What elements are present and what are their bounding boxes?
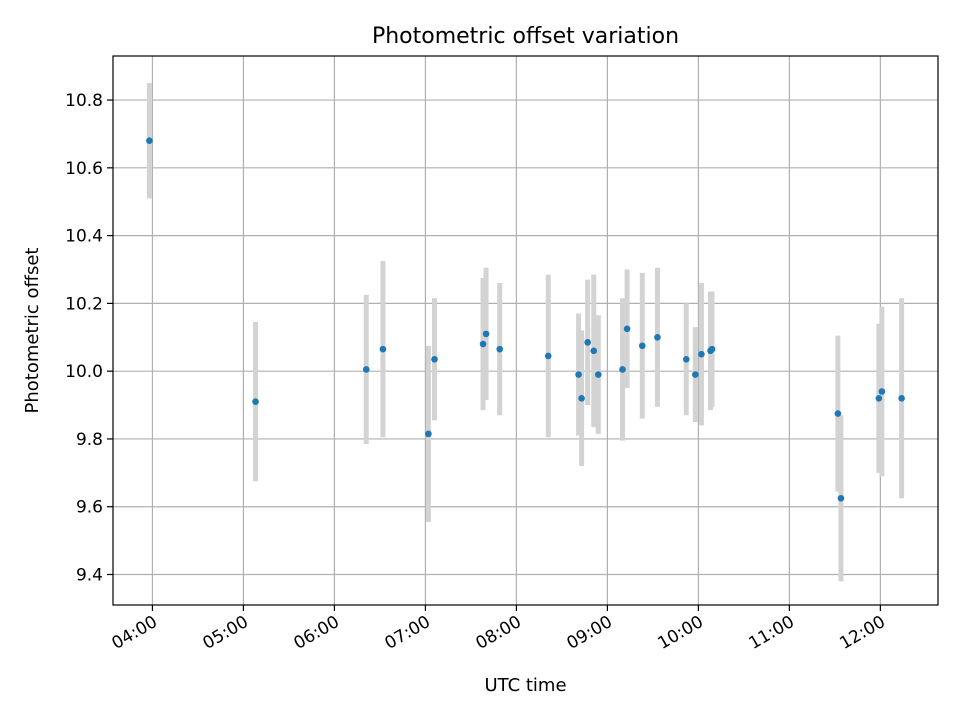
- data-point: [575, 371, 582, 378]
- data-point: [252, 398, 259, 405]
- data-point: [898, 394, 905, 402]
- data-point: [496, 345, 504, 353]
- y-tick-label: 10.0: [65, 362, 103, 382]
- x-axis-label: UTC time: [484, 675, 566, 696]
- data-point: [594, 371, 602, 378]
- data-point: [482, 330, 490, 338]
- data-point: [875, 394, 883, 402]
- x-tick-label: 04:00: [108, 612, 160, 654]
- data-point: [379, 345, 387, 353]
- x-tick-label: 09:00: [563, 612, 615, 654]
- y-tick-label: 10.2: [65, 294, 103, 314]
- y-tick-label: 9.6: [76, 498, 103, 518]
- data-point: [834, 410, 842, 417]
- x-tick-label: 12:00: [836, 612, 888, 654]
- data-point: [837, 494, 845, 502]
- y-tick-label: 10.8: [65, 91, 103, 111]
- data-point: [431, 356, 438, 363]
- data-point: [619, 366, 626, 373]
- data-point: [692, 371, 699, 378]
- data-point: [638, 342, 646, 350]
- grid: [113, 56, 938, 605]
- data-point: [544, 352, 552, 360]
- x-tick-label: 05:00: [199, 612, 251, 654]
- data-points: [146, 137, 905, 502]
- data-point: [362, 366, 370, 373]
- data-point: [578, 394, 585, 402]
- chart-title: Photometric offset variation: [372, 24, 679, 49]
- data-point: [682, 356, 690, 363]
- data-point: [654, 333, 661, 341]
- x-tick-label: 07:00: [381, 612, 433, 654]
- x-tick-label: 06:00: [290, 612, 342, 654]
- data-point: [425, 430, 432, 438]
- data-point: [698, 350, 705, 358]
- y-axis-label: Photometric offset: [22, 248, 43, 414]
- ticks: 04:00 05:00 06:00 07:00 08:00 09:00 10:00 11:00…: [65, 91, 889, 654]
- data-point: [623, 325, 631, 333]
- plot-frame: [112, 55, 939, 606]
- data-point: [590, 347, 598, 355]
- x-tick-label: 08:00: [472, 612, 524, 654]
- y-tick-label: 9.8: [76, 430, 103, 450]
- x-tick-label: 10:00: [654, 612, 706, 654]
- data-point: [146, 137, 153, 145]
- y-tick-label: 10.6: [65, 159, 103, 179]
- x-tick-label: 11:00: [745, 612, 797, 654]
- y-tick-label: 9.4: [76, 566, 103, 586]
- data-point: [584, 339, 591, 346]
- data-point: [878, 388, 886, 395]
- y-tick-label: 10.4: [65, 227, 103, 247]
- data-point: [479, 340, 487, 348]
- data-point: [708, 345, 716, 353]
